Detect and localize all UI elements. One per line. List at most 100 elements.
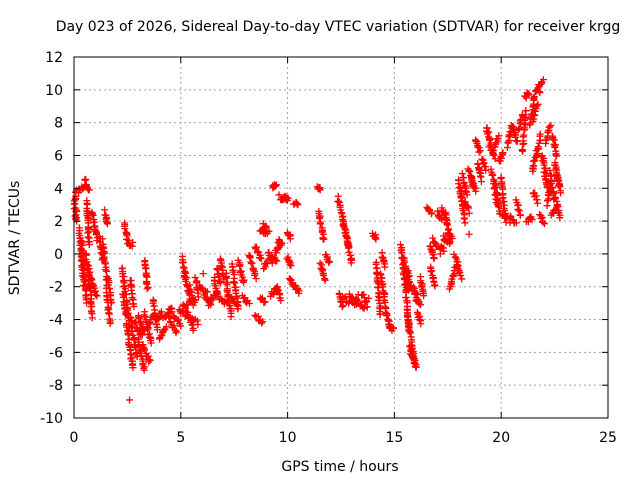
- data-point: [121, 225, 129, 233]
- data-point: [415, 300, 423, 308]
- data-point: [250, 266, 258, 274]
- data-point: [287, 262, 295, 270]
- data-point: [126, 396, 134, 404]
- y-tick-label: -10: [40, 411, 63, 427]
- data-point: [361, 298, 369, 306]
- data-point: [482, 166, 490, 174]
- data-point: [175, 316, 183, 324]
- y-tick-label: -8: [49, 378, 63, 394]
- data-point: [93, 292, 101, 300]
- data-point: [103, 220, 111, 228]
- x-tick-labels: 0 5 10 15 20 25: [70, 430, 617, 446]
- data-point: [546, 166, 554, 174]
- data-point: [552, 151, 560, 159]
- data-point: [458, 275, 466, 283]
- data-point: [236, 262, 244, 270]
- data-point: [476, 147, 484, 155]
- data-point: [272, 182, 280, 190]
- data-point: [185, 313, 193, 321]
- data-point: [85, 228, 93, 236]
- data-point: [339, 301, 347, 309]
- data-point: [429, 234, 437, 242]
- data-point: [277, 296, 285, 304]
- data-point: [412, 363, 420, 371]
- data-point: [363, 303, 371, 311]
- data-point: [135, 342, 143, 350]
- data-point: [417, 279, 425, 287]
- data-point: [257, 255, 265, 263]
- data-point: [294, 201, 302, 209]
- data-point: [130, 302, 138, 310]
- data-point: [557, 189, 565, 197]
- data-point: [107, 299, 115, 307]
- x-tick-label: 15: [385, 430, 403, 446]
- data-point: [125, 340, 133, 348]
- data-point: [430, 281, 438, 289]
- data-point: [476, 168, 484, 176]
- data-point: [515, 124, 523, 132]
- data-point: [477, 178, 485, 186]
- data-point: [316, 214, 324, 222]
- data-point: [262, 222, 270, 230]
- data-point: [457, 272, 465, 280]
- data-point: [428, 267, 436, 275]
- y-tick-label: -4: [49, 313, 63, 329]
- data-point: [459, 174, 467, 182]
- chart-title: Day 023 of 2026, Sidereal Day-to-day VTE…: [56, 19, 621, 35]
- data-point: [165, 314, 173, 322]
- data-point: [240, 278, 248, 286]
- data-point: [77, 237, 85, 245]
- data-point: [478, 155, 486, 163]
- data-point: [122, 310, 130, 318]
- y-tick-label: 10: [45, 83, 63, 99]
- data-point: [157, 332, 165, 340]
- data-point: [254, 247, 262, 255]
- data-point: [135, 315, 143, 323]
- data-point: [372, 235, 380, 243]
- data-point: [430, 255, 438, 263]
- data-point: [437, 214, 445, 222]
- data-point: [544, 127, 552, 135]
- data-point: [85, 241, 93, 249]
- data-point: [411, 357, 419, 365]
- data-point: [344, 244, 352, 252]
- data-point: [190, 316, 198, 324]
- data-point: [146, 318, 154, 326]
- data-point: [461, 198, 469, 206]
- data-point: [539, 218, 547, 226]
- data-point: [430, 277, 438, 285]
- data-point: [246, 254, 254, 262]
- data-point: [146, 356, 154, 364]
- data-point: [495, 132, 503, 140]
- data-point: [216, 278, 224, 286]
- data-point: [177, 322, 185, 330]
- data-point: [491, 155, 499, 163]
- data-point: [347, 259, 355, 267]
- data-point: [162, 323, 170, 331]
- data-point: [493, 190, 501, 198]
- data-point: [405, 278, 413, 286]
- data-point: [321, 276, 329, 284]
- data-point: [178, 308, 186, 316]
- data-point: [126, 277, 134, 285]
- data-point: [195, 293, 203, 301]
- data-point: [541, 220, 549, 228]
- data-point: [316, 186, 324, 194]
- data-point: [511, 133, 519, 141]
- data-point: [153, 326, 161, 334]
- y-tick-label: -6: [49, 345, 63, 361]
- data-point: [140, 366, 148, 374]
- data-point: [489, 146, 497, 154]
- data-point: [129, 364, 137, 372]
- x-axis-label: GPS time / hours: [281, 459, 398, 475]
- data-point: [524, 90, 532, 98]
- data-point: [512, 219, 520, 227]
- data-point: [194, 321, 202, 329]
- data-point: [320, 235, 328, 243]
- data-point: [106, 319, 114, 327]
- data-point: [104, 306, 112, 314]
- data-point: [193, 317, 201, 325]
- data-point: [354, 291, 362, 299]
- data-point: [464, 203, 472, 211]
- data-point: [252, 275, 260, 283]
